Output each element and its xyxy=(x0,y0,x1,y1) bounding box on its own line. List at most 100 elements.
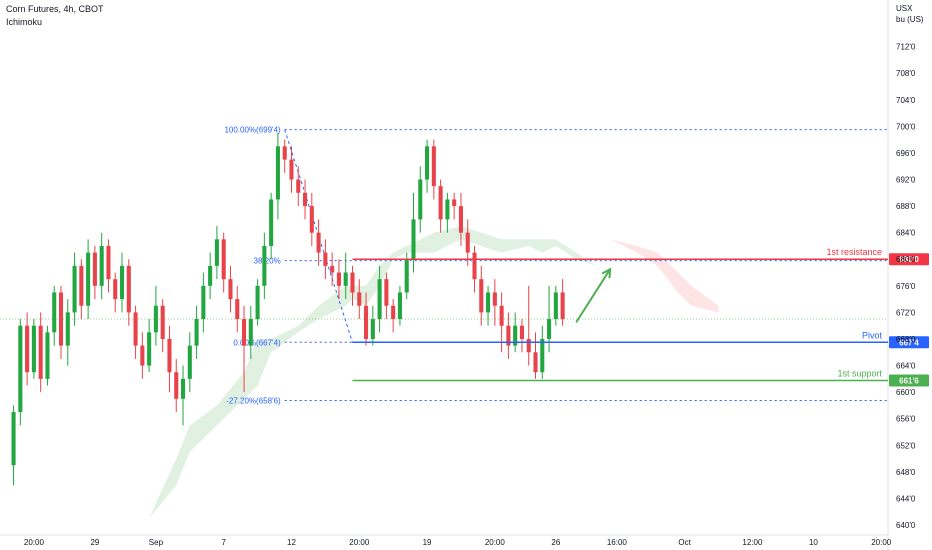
candle-body xyxy=(38,325,43,379)
y-tick-label: 656'0 xyxy=(896,415,916,424)
candle-body xyxy=(384,279,389,306)
candle-body xyxy=(499,305,504,326)
y-tick-label: 640'0 xyxy=(896,521,916,530)
level-price-badge-text: 661'6 xyxy=(899,377,919,386)
x-tick-label: Sep xyxy=(149,538,164,547)
level-price-badge-text: 680'0 xyxy=(899,255,919,264)
level-label: Pivot xyxy=(862,330,883,340)
candle-body xyxy=(255,285,260,320)
candle-body xyxy=(547,319,552,339)
candle-body xyxy=(99,245,104,286)
fib-trend-line xyxy=(284,129,353,343)
candle-body xyxy=(201,285,206,320)
x-tick-label: Oct xyxy=(678,538,691,547)
candle-body xyxy=(343,272,348,286)
y-tick-label: 688'0 xyxy=(896,202,916,211)
candle-body xyxy=(187,345,192,379)
x-tick-label: 20:00 xyxy=(485,538,506,547)
level-label: 1st resistance xyxy=(826,247,882,257)
y-tick-label: 684'0 xyxy=(896,229,916,238)
candle-body xyxy=(167,338,172,373)
candle-body xyxy=(364,305,369,339)
candle-body xyxy=(113,279,118,300)
y-tick-label: 704'0 xyxy=(896,96,916,105)
projection-arrow-head xyxy=(601,267,612,279)
candle-body xyxy=(513,325,518,346)
candle-body xyxy=(330,265,335,273)
candle-body xyxy=(486,292,491,313)
candle-body xyxy=(303,192,308,207)
candle-body xyxy=(133,312,138,346)
candle-body xyxy=(397,292,402,320)
candle-body xyxy=(479,279,484,313)
candle-body xyxy=(228,279,233,300)
candle-body xyxy=(92,252,97,286)
candle-body xyxy=(492,292,497,306)
y-tick-label: 660'0 xyxy=(896,388,916,397)
candle-body xyxy=(174,372,179,399)
projection-arrow-line xyxy=(575,268,611,323)
candle-body xyxy=(289,159,294,180)
ichimoku-cloud-bullish xyxy=(149,226,597,519)
candle-body xyxy=(438,186,443,220)
candle-body xyxy=(241,319,247,346)
candle-body xyxy=(31,325,36,373)
candle-body xyxy=(506,325,511,346)
fib-level-label: 38.20% xyxy=(254,257,281,266)
x-tick-label: 10 xyxy=(809,538,818,547)
candle-body xyxy=(106,245,111,280)
y-tick-label: 692'0 xyxy=(896,176,916,185)
candle-body xyxy=(445,199,450,220)
candle-body xyxy=(147,332,152,366)
candle-body xyxy=(452,199,457,207)
candle-body xyxy=(180,378,186,399)
axis-unit: bu (US) xyxy=(896,15,924,24)
y-tick-label: 668'0 xyxy=(896,335,916,344)
y-tick-label: 648'0 xyxy=(896,468,916,477)
indicator-label: Ichimoku xyxy=(6,17,43,27)
candle-body xyxy=(465,232,470,253)
level-price-badge xyxy=(889,336,929,349)
candle-body xyxy=(472,252,477,280)
y-tick-label: 652'0 xyxy=(896,441,916,450)
x-tick-label: 19 xyxy=(423,538,432,547)
y-tick-label: 664'0 xyxy=(896,362,916,371)
candle-body xyxy=(208,265,213,286)
y-tick-label: 644'0 xyxy=(896,494,916,503)
x-tick-label: 7 xyxy=(221,538,226,547)
candle-body xyxy=(350,272,355,293)
candle-body xyxy=(72,265,77,313)
y-tick-label: 696'0 xyxy=(896,149,916,158)
candle-body xyxy=(52,292,57,333)
level-price-badge-text: 667'4 xyxy=(899,338,919,347)
candle-body xyxy=(377,279,382,320)
candle-body xyxy=(194,319,199,346)
candle-body xyxy=(45,332,50,379)
x-tick-label: 12:00 xyxy=(742,538,763,547)
candle-body xyxy=(336,272,341,286)
candle-body xyxy=(269,199,274,246)
candle-body xyxy=(519,325,524,339)
candle-body xyxy=(126,265,131,313)
x-tick-label: 26 xyxy=(551,538,560,547)
candle-body xyxy=(540,338,545,373)
candle-body xyxy=(533,352,538,373)
x-tick-label: 20:00 xyxy=(349,538,370,547)
candle-body xyxy=(65,312,70,346)
y-tick-label: 676'0 xyxy=(896,282,916,291)
candle-body xyxy=(248,319,253,346)
y-tick-label: 708'0 xyxy=(896,69,916,78)
candle-body xyxy=(262,245,267,286)
candle-body xyxy=(370,319,375,339)
candle-body xyxy=(119,265,125,300)
candle-body xyxy=(526,338,531,353)
y-tick-label: 672'0 xyxy=(896,308,916,317)
x-tick-label: 20:00 xyxy=(871,538,892,547)
candle-body xyxy=(18,325,23,413)
y-tick-label: 700'0 xyxy=(896,122,916,131)
candle-body xyxy=(58,292,64,346)
candle-body xyxy=(560,292,565,320)
x-tick-label: 12 xyxy=(287,538,296,547)
fib-level-label: -27.20%(658'6) xyxy=(226,396,281,405)
